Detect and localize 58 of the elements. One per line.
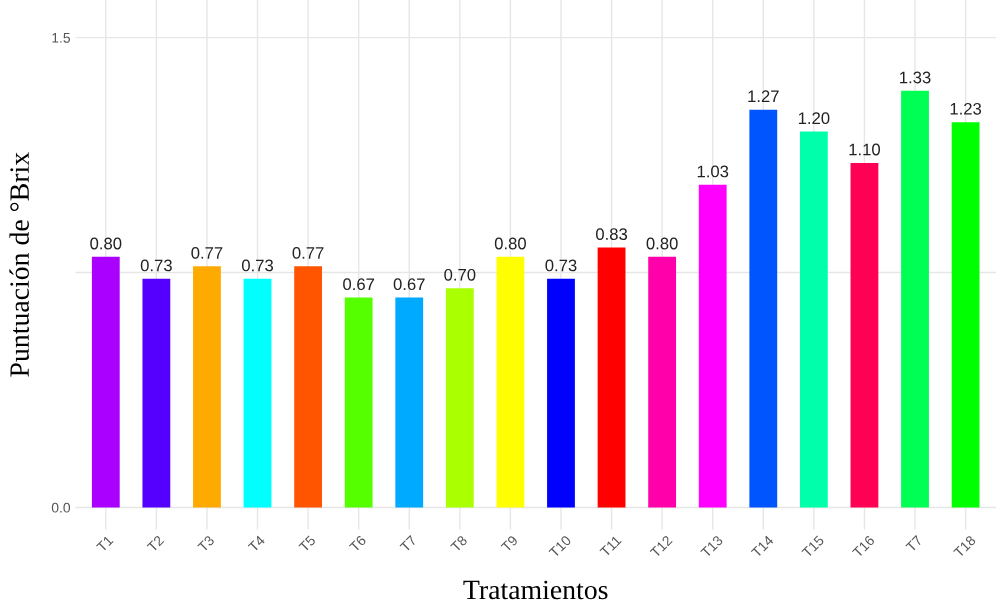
x-tick-label: T8 (450, 534, 468, 553)
bar (496, 256, 525, 508)
data-label: 0.77 (191, 246, 223, 259)
bar (395, 297, 424, 508)
bar (445, 288, 474, 508)
bar (547, 278, 575, 508)
x-tick-label: T9 (500, 534, 519, 553)
x-tick-label: T12 (649, 534, 673, 559)
data-label: 0.73 (241, 259, 274, 272)
data-label: 0.83 (595, 228, 628, 240)
x-tick-label: T6 (348, 534, 367, 553)
y-tick-label: 1.5 (52, 33, 71, 43)
y-tick-label: 0.0 (51, 502, 71, 513)
data-label: 1.33 (900, 71, 931, 84)
bar (648, 256, 677, 508)
data-label: 0.80 (646, 237, 678, 250)
data-label: 1.20 (798, 112, 830, 125)
data-label: 0.73 (140, 259, 172, 272)
y-axis-title: Puntuación de °Brix (9, 152, 29, 377)
data-label: 0.67 (393, 278, 425, 291)
data-label: 1.27 (748, 90, 779, 103)
bar (193, 266, 221, 508)
bar (243, 278, 272, 508)
x-tick-label: T13 (700, 534, 724, 559)
x-tick-label: T18 (953, 534, 977, 559)
bar (294, 266, 323, 508)
x-tick-label: T4 (247, 534, 266, 553)
x-tick-label: T11 (599, 535, 622, 558)
x-tick-label: T7 (399, 535, 418, 553)
bar (850, 162, 879, 508)
data-label: 0.77 (292, 246, 324, 259)
x-tick-label: T14 (750, 534, 774, 559)
x-tick-label: T1 (96, 535, 114, 553)
data-label: 0.70 (444, 268, 476, 281)
data-label: 1.23 (950, 102, 982, 115)
x-tick-label: T7 (905, 535, 923, 553)
data-label: 1.10 (849, 143, 881, 156)
bar (344, 297, 373, 508)
data-label: 0.80 (90, 237, 122, 250)
data-label: 0.67 (343, 278, 375, 291)
x-tick-label: T15 (801, 535, 825, 559)
data-label: 0.80 (494, 237, 526, 250)
x-tick-label: T10 (548, 534, 572, 559)
data-label: 1.03 (697, 165, 729, 178)
bar (901, 90, 929, 508)
x-axis-title: Tratamientos (463, 580, 608, 600)
bar (91, 256, 120, 508)
bar (951, 122, 980, 508)
bar (597, 247, 626, 508)
bar (799, 131, 828, 508)
x-tick-label: T5 (298, 535, 317, 553)
data-label: 0.73 (545, 259, 577, 272)
bar (749, 109, 778, 508)
x-tick-label: T3 (197, 534, 215, 553)
bar (698, 184, 727, 508)
x-tick-label: T16 (851, 534, 876, 559)
bar (142, 278, 171, 508)
x-tick-label: T2 (146, 534, 165, 553)
